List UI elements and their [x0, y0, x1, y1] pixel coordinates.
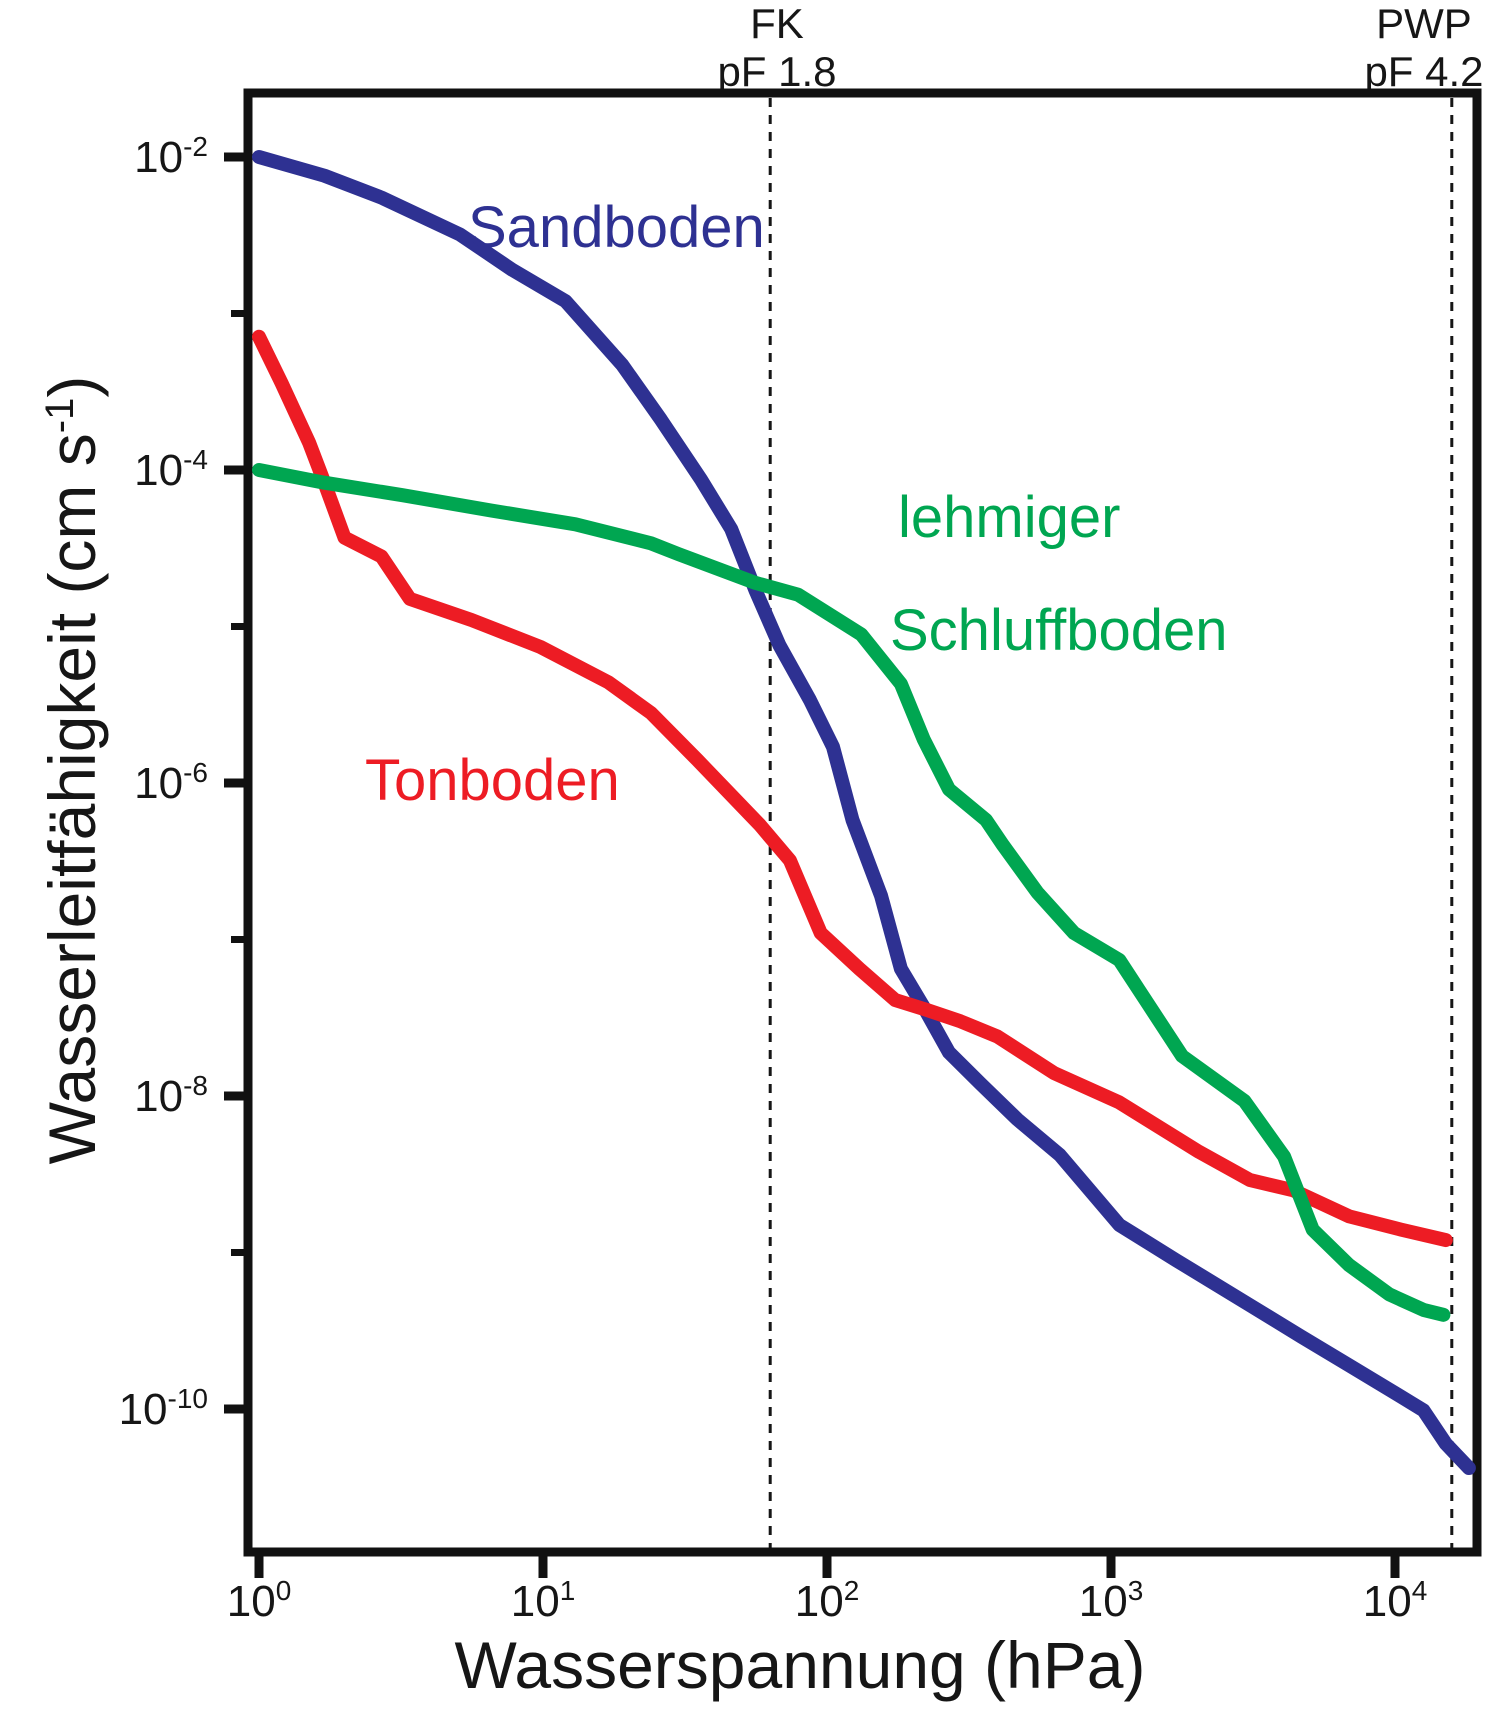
- y-axis-title-post: ): [35, 376, 109, 398]
- series-label-tonboden: Tonboden: [365, 748, 620, 813]
- y-tick-label-10e-4: 10-4: [134, 444, 208, 495]
- series-label-sandboden: Sandboden: [468, 195, 765, 260]
- x-tick-label-10e4: 104: [1363, 1575, 1428, 1626]
- series-label-schluffboden: Schluffboden: [890, 598, 1228, 663]
- curves-layer: [252, 150, 1476, 1475]
- y-axis-title-pre: Wasserleitfähigkeit (cm s: [35, 433, 109, 1164]
- x-axis-title: Wasserspannung (hPa): [455, 1628, 1146, 1702]
- x-tick-label-10e1: 101: [511, 1575, 576, 1626]
- pwp-label-line1: PWP: [1376, 0, 1472, 47]
- x-tick-label-10e3: 103: [1079, 1575, 1144, 1626]
- y-tick-label-10e-10: 10-10: [119, 1383, 208, 1434]
- curve-lehmiger-schluffboden: [252, 463, 1451, 1322]
- curve-sandboden: [252, 150, 1476, 1475]
- curve-labels-layer: Sandboden Tonboden lehmiger Schluffboden: [365, 195, 1228, 813]
- x-tick-label-10e0: 100: [227, 1575, 292, 1626]
- plot-frame: [243, 88, 1482, 1557]
- axes-layer: 100 101 102 103 104 10-2 10-4 10-6 10-8 10-10: [119, 88, 1482, 1626]
- fk-label-line1: FK: [750, 0, 804, 47]
- y-axis-title-superscript: -1: [38, 398, 82, 434]
- y-tick-label-10e-2: 10-2: [134, 131, 208, 182]
- x-tick-label-10e2: 102: [795, 1575, 860, 1626]
- y-tick-label-10e-6: 10-6: [134, 757, 208, 808]
- y-axis-title: Wasserleitfähigkeit (cm s-1): [35, 376, 109, 1165]
- fk-label-line2: pF 1.8: [717, 48, 836, 95]
- curve-tonboden: [252, 329, 1453, 1248]
- pwp-label-line2: pF 4.2: [1364, 48, 1483, 95]
- series-label-lehmiger: lehmiger: [898, 485, 1120, 550]
- y-tick-label-10e-8: 10-8: [134, 1070, 208, 1121]
